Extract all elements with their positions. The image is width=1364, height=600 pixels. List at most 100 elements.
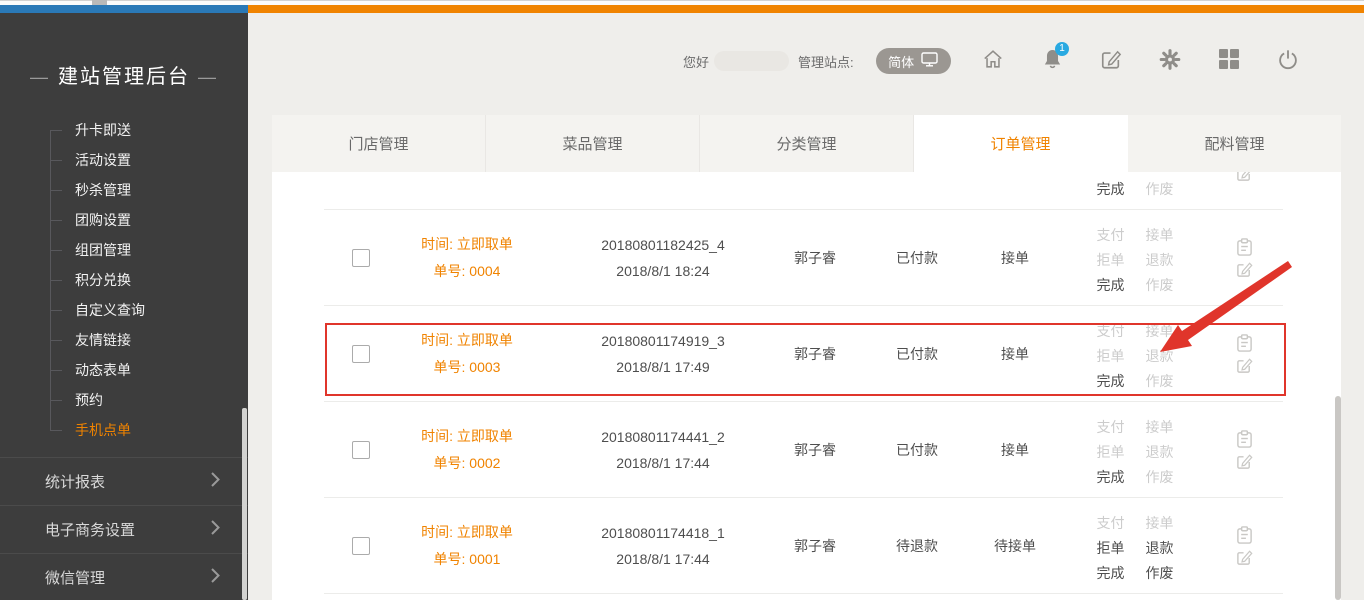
power-logout-icon[interactable]: [1277, 46, 1299, 72]
action-reject[interactable]: 拒单: [1096, 539, 1125, 556]
pay-status: 待退款: [896, 538, 938, 554]
sidebar-item-points-exchange[interactable]: 积分兑换: [0, 265, 248, 295]
customer-name: 郭子睿: [794, 346, 836, 362]
chevron-right-icon: [211, 568, 220, 587]
section-label: 电子商务设置: [45, 522, 136, 539]
row-checkbox[interactable]: [351, 249, 370, 267]
action-void[interactable]: 作废: [1145, 372, 1174, 389]
action-complete[interactable]: 完成: [1096, 564, 1125, 581]
action-reject[interactable]: 拒单: [1096, 251, 1125, 268]
order-date: 2018/8/1 17:44: [616, 551, 710, 567]
order-time: 时间: 立即取单: [421, 428, 513, 444]
browser-tab-artifact: [92, 0, 107, 5]
action-pay[interactable]: 支付: [1096, 322, 1125, 339]
action-pay[interactable]: 支付: [1096, 514, 1125, 531]
clipboard-icon[interactable]: [1236, 334, 1253, 352]
main-scrollbar[interactable]: [1335, 396, 1341, 600]
action-reject[interactable]: 拒单: [1096, 443, 1125, 460]
sidebar-sections: 统计报表 电子商务设置 微信管理: [0, 457, 248, 600]
tab-order-manage[interactable]: 订单管理: [914, 115, 1128, 172]
action-complete[interactable]: 完成: [1096, 468, 1125, 485]
tab-category-manage[interactable]: 分类管理: [700, 115, 914, 172]
action-refund[interactable]: 退款: [1145, 347, 1174, 364]
sidebar-item-custom-query[interactable]: 自定义查询: [0, 295, 248, 325]
action-refund[interactable]: 退款: [1145, 251, 1174, 268]
order-table-viewport: 单号: 2018/8/1 18:25 完成 作废: [272, 172, 1341, 600]
order-date: 2018/8/1 18:24: [616, 263, 710, 279]
tab-dish-manage[interactable]: 菜品管理: [486, 115, 700, 172]
action-void[interactable]: 作废: [1145, 276, 1174, 293]
edit-icon[interactable]: [1236, 357, 1253, 374]
edit-icon[interactable]: [1236, 453, 1253, 470]
title-dash: —: [198, 67, 218, 87]
title-dash: —: [30, 67, 50, 87]
username-redacted: [714, 51, 790, 71]
row-checkbox[interactable]: [351, 441, 370, 459]
tab-store-manage[interactable]: 门店管理: [272, 115, 486, 172]
action-pay[interactable]: 支付: [1096, 226, 1125, 243]
row-checkbox[interactable]: [351, 537, 370, 555]
action-complete[interactable]: 完成: [1096, 372, 1125, 389]
sidebar-section-statistics[interactable]: 统计报表: [0, 457, 248, 505]
sidebar-item-dynamic-form[interactable]: 动态表单: [0, 355, 248, 385]
tab-ingredient-manage[interactable]: 配料管理: [1128, 115, 1341, 172]
order-id: 20180801182425_4: [601, 237, 725, 253]
language-site-pill[interactable]: 简体: [875, 48, 951, 74]
row-checkbox[interactable]: [351, 345, 370, 363]
order-time: 时间: 立即取单: [421, 236, 513, 252]
sidebar-item-group-buy[interactable]: 团购设置: [0, 205, 248, 235]
action-complete[interactable]: 完成: [1096, 276, 1125, 293]
app-title: 建站管理后台: [58, 66, 190, 88]
sidebar-item-mobile-ordering[interactable]: 手机点单: [0, 415, 248, 445]
home-icon[interactable]: [982, 46, 1004, 72]
order-status: 接单: [1001, 442, 1029, 458]
language-label: 简体: [888, 54, 915, 70]
sidebar-item-card-gift[interactable]: 升卡即送: [0, 115, 248, 145]
browser-top-strip: [0, 0, 1364, 5]
order-row: 时间: 立即取单 单号: 0004 20180801182425_4 2018/8/…: [272, 210, 1341, 306]
edit-icon[interactable]: [1236, 549, 1253, 566]
customer-name: 郭子睿: [794, 250, 836, 266]
action-reject[interactable]: 拒单: [1096, 347, 1125, 364]
apps-grid-icon[interactable]: [1218, 46, 1240, 72]
action-void[interactable]: 作废: [1145, 564, 1174, 581]
sidebar-item-group-manage[interactable]: 组团管理: [0, 235, 248, 265]
action-accept[interactable]: 接单: [1145, 418, 1174, 435]
sidebar-item-reservation[interactable]: 预约: [0, 385, 248, 415]
sidebar-item-friend-links[interactable]: 友情链接: [0, 325, 248, 355]
order-time: 时间: 立即取单: [421, 332, 513, 348]
action-complete[interactable]: 完成: [1096, 180, 1125, 197]
action-accept[interactable]: 接单: [1145, 514, 1174, 531]
order-status: 待接单: [994, 538, 1036, 554]
content-card: 门店管理 菜品管理 分类管理 订单管理 配料管理 单号: 2018/8/1 18…: [272, 115, 1341, 600]
action-pay[interactable]: 支付: [1096, 418, 1125, 435]
edit-icon[interactable]: [1236, 261, 1253, 278]
order-status: 接单: [1001, 250, 1029, 266]
section-label: 统计报表: [45, 474, 106, 491]
sidebar-scrollbar[interactable]: [242, 408, 247, 600]
action-accept[interactable]: 接单: [1145, 322, 1174, 339]
action-refund[interactable]: 退款: [1145, 443, 1174, 460]
clipboard-icon[interactable]: [1236, 526, 1253, 544]
sidebar-item-flash-sale[interactable]: 秒杀管理: [0, 175, 248, 205]
sidebar-section-ecommerce-settings[interactable]: 电子商务设置: [0, 505, 248, 553]
clipboard-icon[interactable]: [1236, 238, 1253, 256]
sidebar-section-wechat-manage[interactable]: 微信管理: [0, 553, 248, 600]
edit-icon[interactable]: [1236, 172, 1253, 182]
clipboard-icon[interactable]: [1236, 430, 1253, 448]
action-void[interactable]: 作废: [1145, 180, 1174, 197]
action-accept[interactable]: 接单: [1145, 226, 1174, 243]
order-row-partial: 单号: 2018/8/1 18:25 完成 作废: [272, 172, 1341, 210]
action-refund[interactable]: 退款: [1145, 539, 1174, 556]
notification-badge: 1: [1055, 42, 1069, 56]
pay-status: 已付款: [896, 346, 938, 362]
greeting-text: 您好: [683, 54, 710, 70]
edit-compose-icon[interactable]: [1100, 46, 1122, 72]
site-label: 管理站点:: [798, 54, 854, 70]
sidebar-item-activity-settings[interactable]: 活动设置: [0, 145, 248, 175]
action-void[interactable]: 作废: [1145, 468, 1174, 485]
notification-bell-icon[interactable]: 1: [1041, 42, 1069, 72]
monitor-icon: [921, 52, 938, 70]
settings-gear-icon[interactable]: [1159, 46, 1181, 72]
